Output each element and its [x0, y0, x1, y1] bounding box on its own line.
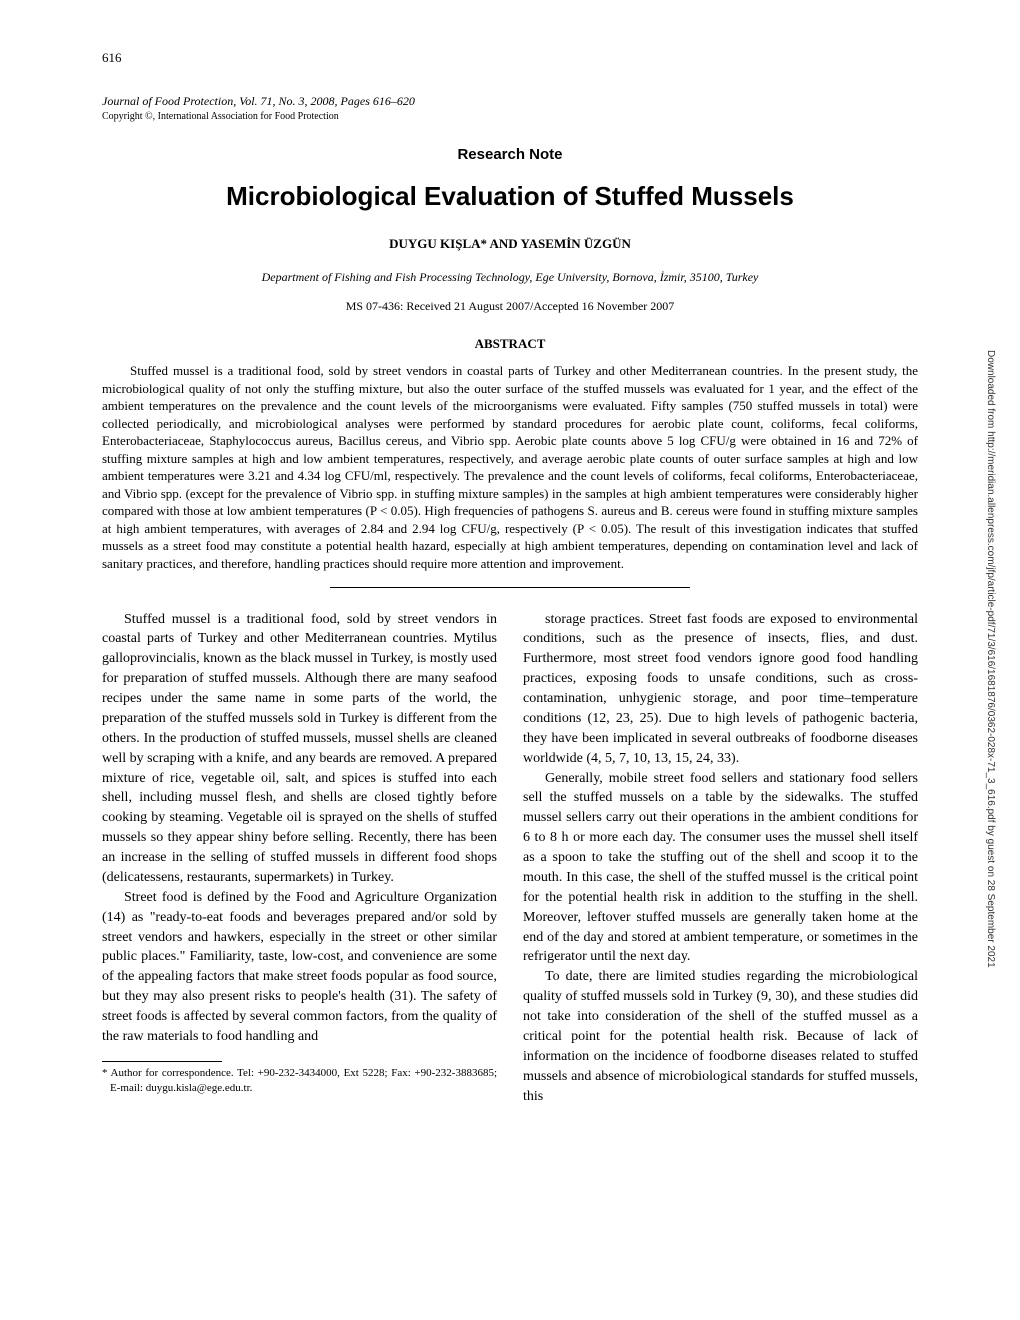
download-watermark: Downloaded from http://meridian.allenpre… — [985, 350, 996, 968]
body-paragraph: To date, there are limited studies regar… — [523, 967, 918, 1106]
copyright-line: Copyright ©, International Association f… — [102, 111, 918, 122]
left-column: Stuffed mussel is a traditional food, so… — [102, 610, 497, 1107]
section-label: Research Note — [102, 146, 918, 163]
body-paragraph: Generally, mobile street food sellers an… — [523, 769, 918, 968]
affiliation-line: Department of Fishing and Fish Processin… — [102, 270, 918, 285]
article-title: Microbiological Evaluation of Stuffed Mu… — [102, 181, 918, 212]
authors-line: DUYGU KIŞLA* AND YASEMİN ÜZGÜN — [102, 236, 918, 252]
abstract-text: Stuffed mussel is a traditional food, so… — [102, 362, 918, 573]
footnote-divider — [102, 1061, 222, 1062]
right-column: storage practices. Street fast foods are… — [523, 610, 918, 1107]
section-divider — [330, 587, 690, 588]
abstract-heading: ABSTRACT — [102, 336, 918, 352]
body-paragraph: Street food is defined by the Food and A… — [102, 888, 497, 1047]
corresponding-author-footnote: * Author for correspondence. Tel: +90-23… — [102, 1066, 497, 1096]
page-number: 616 — [102, 50, 918, 66]
journal-citation: Journal of Food Protection, Vol. 71, No.… — [102, 94, 918, 109]
manuscript-info: MS 07-436: Received 21 August 2007/Accep… — [102, 299, 918, 314]
body-paragraph: Stuffed mussel is a traditional food, so… — [102, 610, 497, 888]
body-columns: Stuffed mussel is a traditional food, so… — [102, 610, 918, 1107]
body-paragraph: storage practices. Street fast foods are… — [523, 610, 918, 769]
